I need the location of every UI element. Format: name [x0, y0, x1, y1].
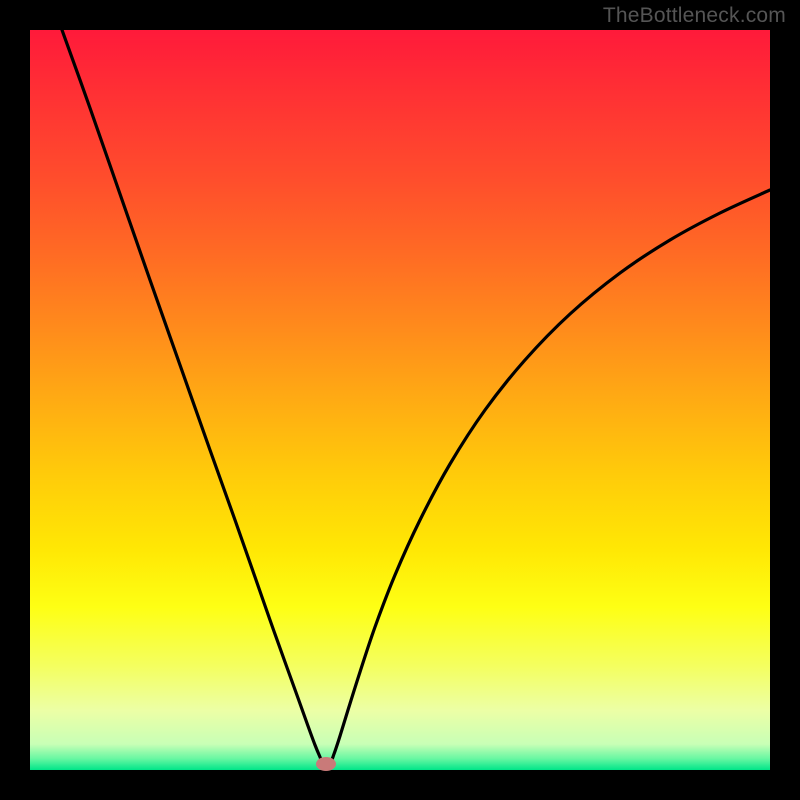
minimum-marker	[316, 757, 336, 771]
curve-svg	[30, 30, 770, 770]
bottleneck-curve	[62, 30, 770, 764]
plot-area	[30, 30, 770, 770]
watermark-text: TheBottleneck.com	[603, 4, 786, 28]
chart-frame: TheBottleneck.com	[0, 0, 800, 800]
